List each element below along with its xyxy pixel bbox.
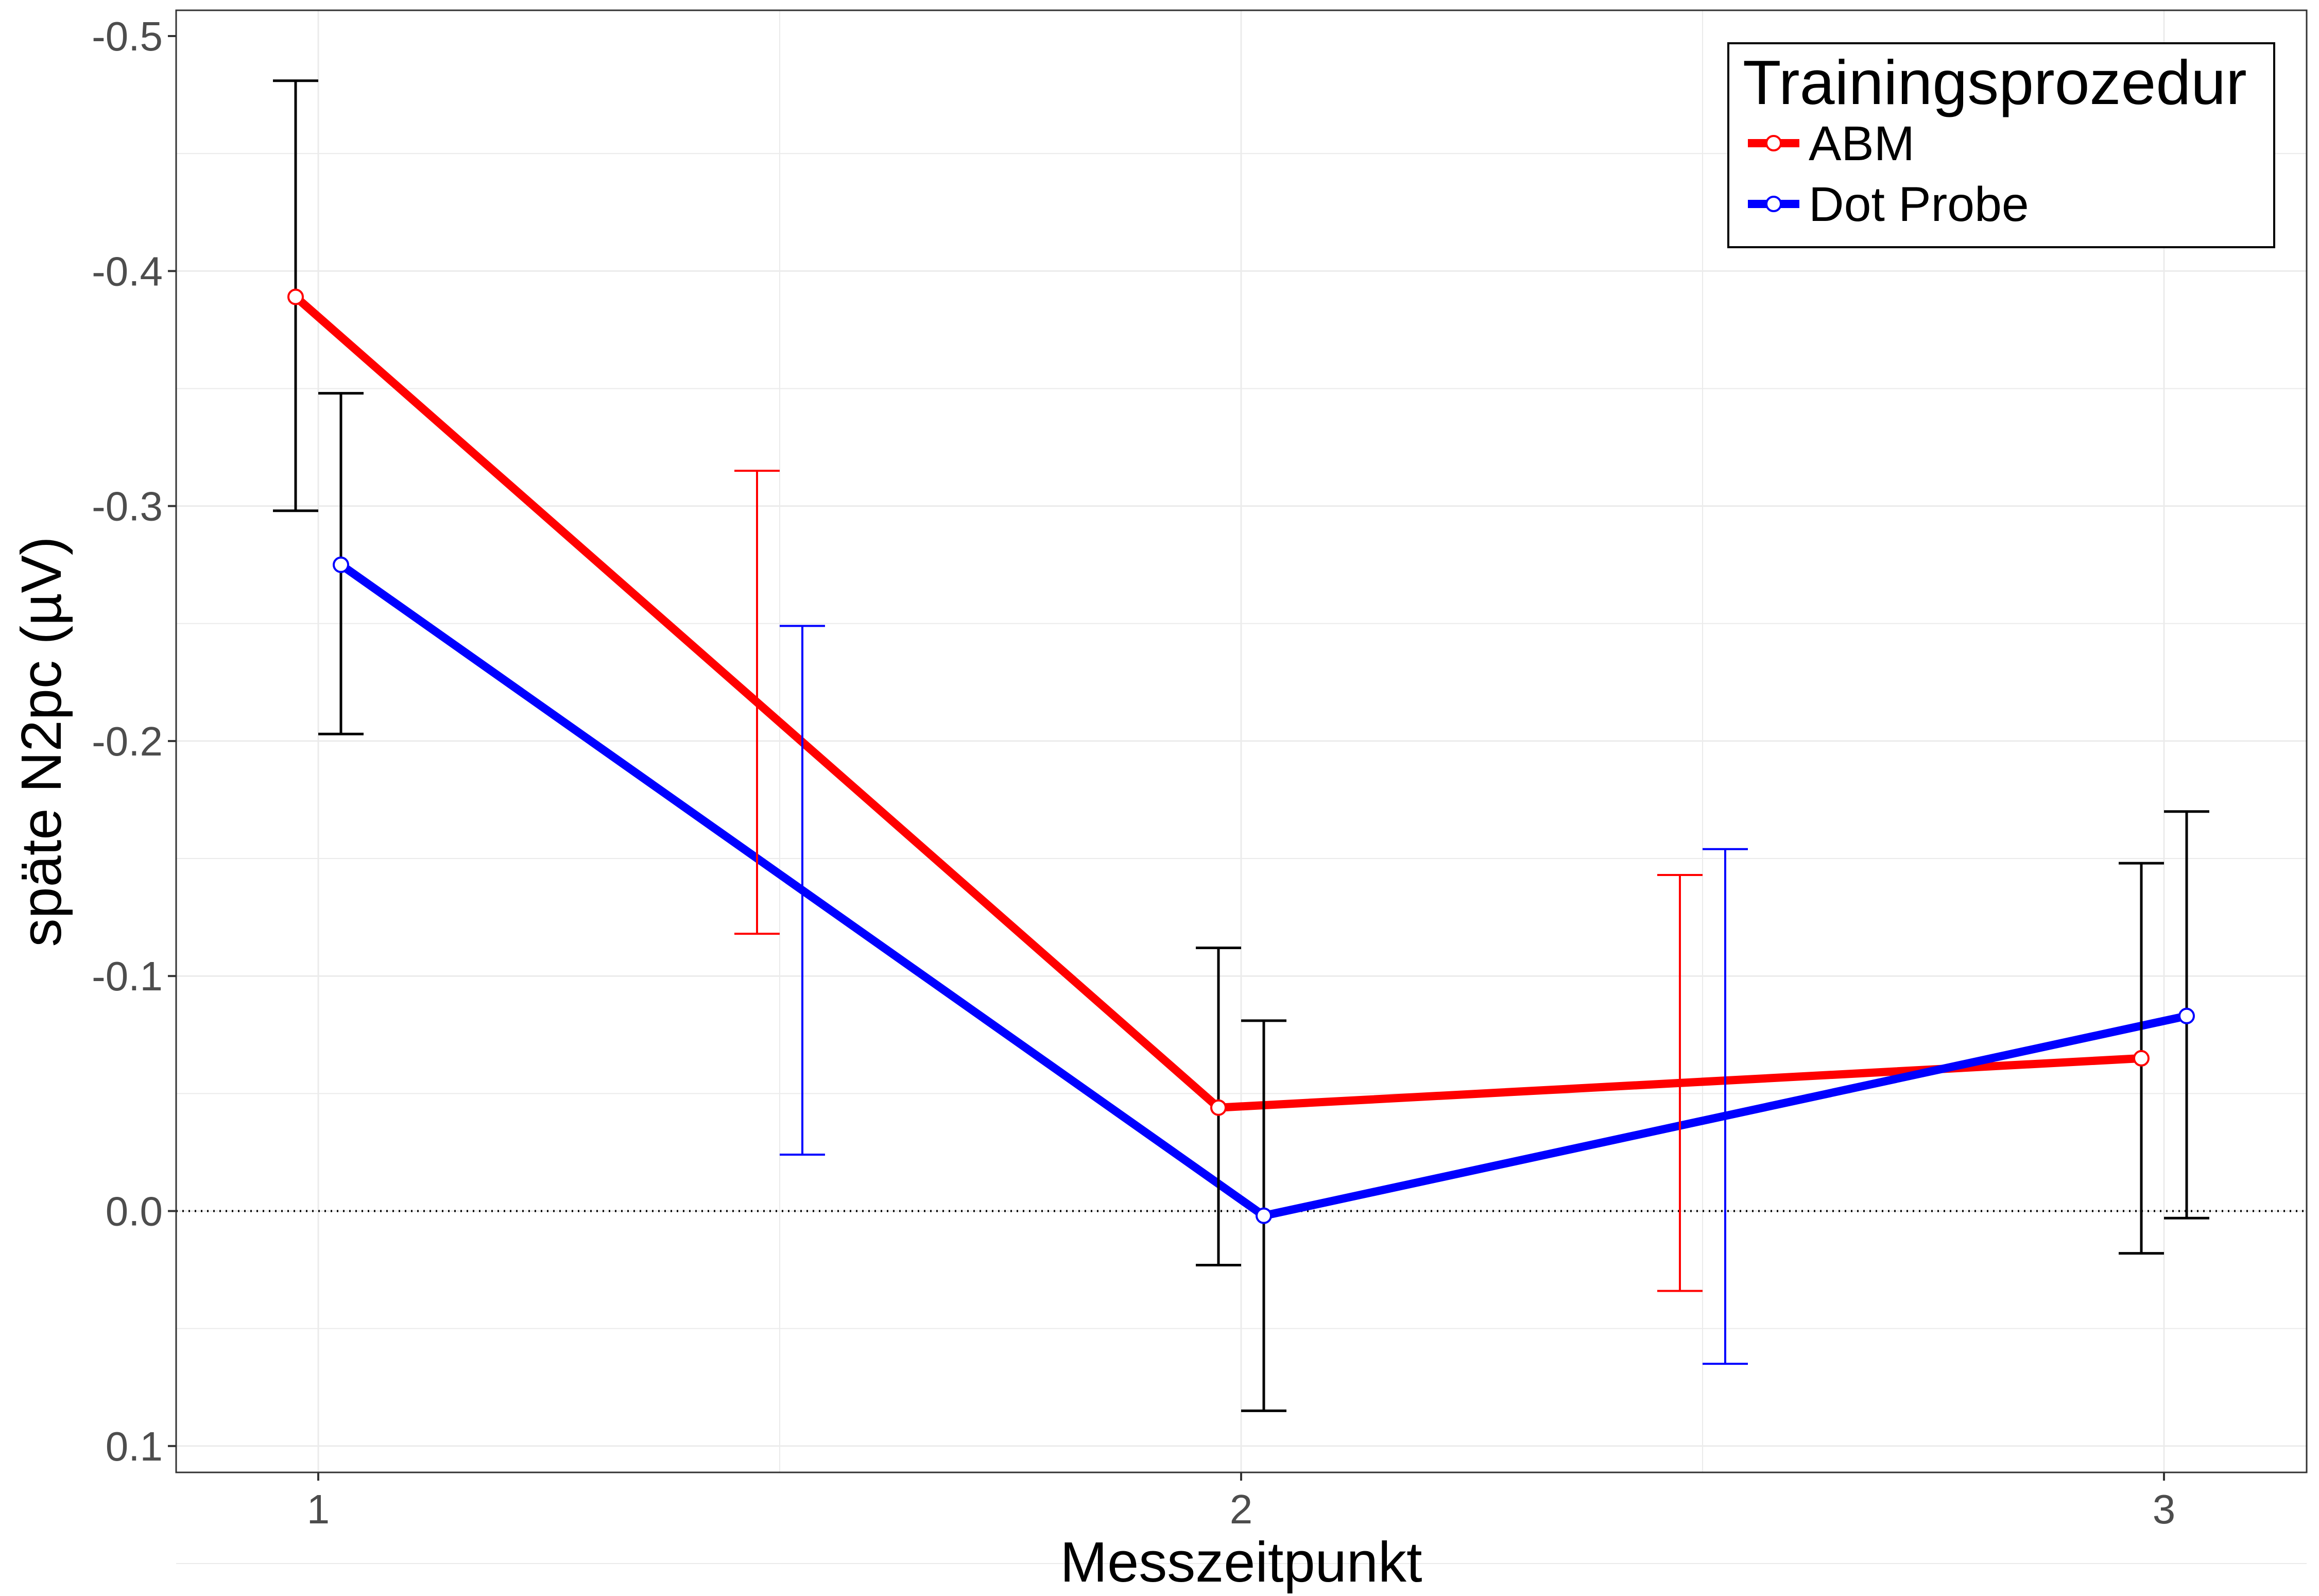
y-tick-label: -0.4 [92, 248, 163, 294]
x-tick-label: 1 [307, 1486, 330, 1532]
y-axis: -0.5 -0.4 -0.3 -0.2 -0.1 0.0 0.1 [92, 13, 176, 1469]
difference-error-bar [780, 625, 825, 1156]
data-point [1210, 1099, 1227, 1116]
data-point [2133, 1050, 2150, 1067]
x-axis: 1 2 3 [307, 1472, 2176, 1532]
legend-key-point [1765, 196, 1782, 212]
legend-item-abm: ABM [1748, 116, 1915, 171]
legend-key-point [1765, 135, 1782, 151]
legend-title: Trainingsprozedur [1743, 47, 2247, 117]
difference-error-bar [734, 470, 780, 935]
difference-error-bar [1703, 848, 1748, 1365]
legend-item-dot-probe: Dot Probe [1748, 177, 2029, 232]
data-point [1256, 1207, 1272, 1224]
y-tick-label: 0.1 [106, 1423, 163, 1469]
difference-error-bar [1657, 873, 1703, 1292]
legend-label: ABM [1809, 116, 1915, 171]
y-axis-title: späte N2pc (µV) [10, 536, 73, 947]
y-tick-label: 0.0 [106, 1189, 163, 1234]
y-tick-label: -0.3 [92, 484, 163, 529]
legend-items: ABM Dot Probe [1748, 116, 2029, 232]
x-tick-label: 2 [1230, 1486, 1253, 1532]
data-point [2178, 1007, 2195, 1024]
y-tick-label: -0.5 [92, 13, 163, 59]
data-point [333, 556, 349, 573]
data-point [287, 288, 304, 305]
data-points [287, 288, 2195, 1224]
x-axis-title: Messzeitpunkt [1060, 1531, 1422, 1594]
legend-label: Dot Probe [1809, 177, 2029, 232]
legend: Trainingsprozedur ABM Dot Probe [1727, 42, 2275, 248]
x-tick-label: 3 [2153, 1486, 2176, 1532]
y-tick-label: -0.2 [92, 718, 163, 764]
legend-box [1727, 42, 2275, 248]
y-tick-label: -0.1 [92, 953, 163, 999]
grid [176, 10, 2307, 1564]
